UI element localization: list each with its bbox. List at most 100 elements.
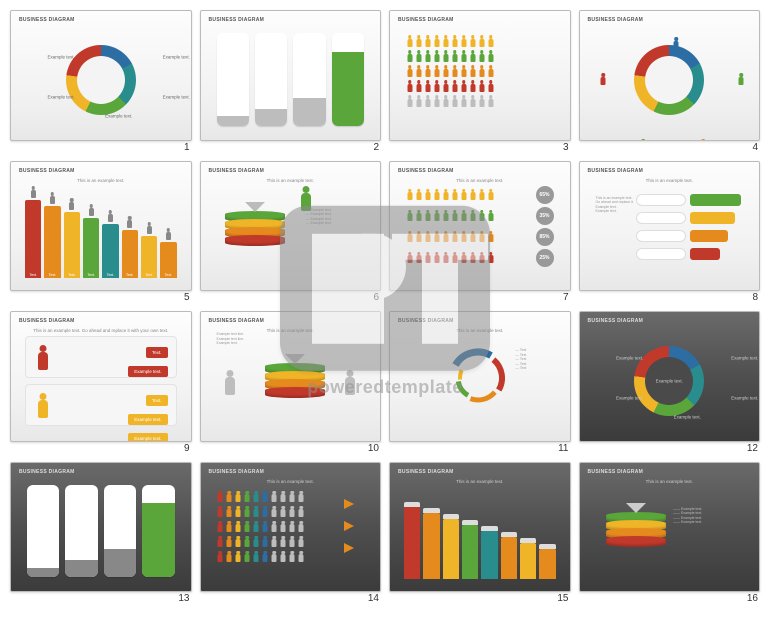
person-icon [271,536,278,548]
slide-thumbnail[interactable]: BUSINESS DIAGRAMThis is an example text.… [10,161,192,292]
person-icon [460,50,467,62]
slide-thumbnail[interactable]: BUSINESS DIAGRAM [10,462,192,593]
slide-thumbnail[interactable]: BUSINESS DIAGRAMThis is an example text.… [200,311,382,442]
slide-cell: BUSINESS DIAGRAM13 [10,462,192,605]
person-icon [289,536,296,548]
person-icon [433,231,440,243]
person-icon [469,95,476,107]
hbar-track [636,230,686,242]
person-icon [433,189,440,201]
person-icon [469,80,476,92]
slide-thumbnail[interactable]: BUSINESS DIAGRAM [389,10,571,141]
slide-cell: BUSINESS DIAGRAMThis is an example text.… [200,161,382,304]
person-icon [487,50,494,62]
slide-cell: BUSINESS DIAGRAMExample text.Example tex… [10,10,192,153]
slide-cell: BUSINESS DIAGRAM4 [579,10,761,153]
person-icon [433,50,440,62]
slide-thumbnail[interactable]: BUSINESS DIAGRAMExample text.Example tex… [10,10,192,141]
person-icon [298,521,305,533]
person-icon [451,231,458,243]
people-row: 65% [406,186,554,204]
person-icon [478,80,485,92]
slide-thumbnail[interactable]: BUSINESS DIAGRAMThis is an example text.… [389,161,571,292]
slide-thumbnail[interactable]: BUSINESS DIAGRAMExample text.Example tex… [579,311,761,442]
hbar-track [636,194,686,206]
ring-label: Example text. [48,54,75,59]
panel [255,33,287,126]
person-icon [415,189,422,201]
slide-thumbnail[interactable]: BUSINESS DIAGRAMThis is an example text.… [389,311,571,442]
person-icon [89,204,94,213]
slide-number: 4 [579,141,761,153]
person-icon [451,252,458,264]
cylinder-layer [606,536,666,547]
person-icon [469,231,476,243]
slide-header: BUSINESS DIAGRAM [390,162,570,174]
person-icon [289,506,296,518]
bar: Text. [64,212,80,278]
person-icon [406,50,413,62]
slide-thumbnail[interactable]: BUSINESS DIAGRAMThis is an example text.… [10,311,192,442]
person-icon [442,189,449,201]
slide-thumbnail[interactable]: BUSINESS DIAGRAM [579,10,761,141]
percent-badge: 85% [536,228,554,246]
person-icon [487,65,494,77]
hbar-track [636,212,686,224]
cylinder-layer [225,235,285,246]
slide-thumbnail[interactable]: BUSINESS DIAGRAMThis is an example text. [200,462,382,593]
person-icon [424,65,431,77]
person-icon [424,35,431,47]
person-icon [451,65,458,77]
side-text: —— Example text.—— Example text.—— Examp… [673,507,745,525]
person-icon [451,189,458,201]
person-icon [424,252,431,264]
bar [404,507,420,579]
person-icon [469,210,476,222]
person-icon [406,189,413,201]
slide-number: 10 [200,442,382,454]
person-icon [478,50,485,62]
person-icon [253,506,260,518]
slide-header: BUSINESS DIAGRAM [390,463,570,475]
person-icon [469,35,476,47]
hbar-row [636,248,741,260]
slide-thumbnail[interactable]: BUSINESS DIAGRAMThis is an example text. [389,462,571,593]
tag-group: Text.Example text.Example text. [25,384,177,426]
bar: Text. [160,242,176,278]
bar-cap [520,538,536,543]
person-icon [478,189,485,201]
person-icon [244,491,251,503]
slide-cell: BUSINESS DIAGRAMThis is an example text.… [389,311,571,454]
person-icon [424,231,431,243]
slide-header: BUSINESS DIAGRAM [201,312,381,324]
funnel-icon [626,503,646,513]
arrow-icon [344,543,354,553]
slide-thumbnail[interactable]: BUSINESS DIAGRAM [200,10,382,141]
slide-thumbnail[interactable]: BUSINESS DIAGRAMThis is an example text.… [200,161,382,292]
person-icon [298,536,305,548]
bar [423,513,439,579]
person-icon [343,370,357,396]
slide-header: BUSINESS DIAGRAM [580,312,760,324]
slide-header: BUSINESS DIAGRAM [11,162,191,174]
person-icon [460,252,467,264]
person-icon [433,35,440,47]
person-icon [253,491,260,503]
ring-diagram [66,45,136,115]
slide-thumbnail[interactable]: BUSINESS DIAGRAMThis is an example text.… [579,462,761,593]
person-icon [69,198,74,207]
ring-diagram: Example text. [634,346,704,416]
slide-body: This is an example text.Go ahead and rep… [588,180,752,283]
slide-header: BUSINESS DIAGRAM [11,463,191,475]
ring-label: Example text. [731,355,758,360]
panel [27,485,59,578]
slide-body: 65%35%85%25% [398,180,562,283]
person-icon [217,506,224,518]
person-icon [424,189,431,201]
panel [65,485,97,578]
percent-badge: 35% [536,207,554,225]
bar [462,525,478,579]
slide-thumbnail[interactable]: BUSINESS DIAGRAMThis is an example text.… [579,161,761,292]
ring-label: Example text. [674,415,701,420]
people-grid [217,491,305,566]
